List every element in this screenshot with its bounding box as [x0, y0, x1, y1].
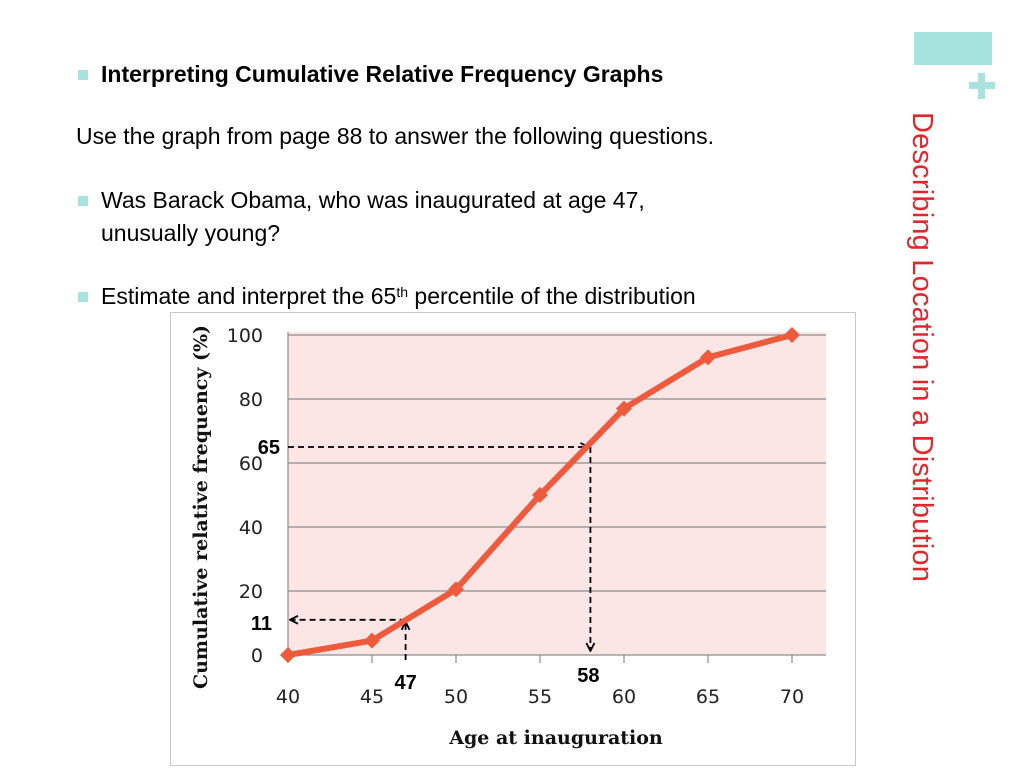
annotation-label: 11	[251, 613, 272, 635]
plot-area	[288, 332, 826, 655]
data-point	[784, 327, 800, 343]
accent-bar	[914, 32, 992, 65]
data-point	[616, 400, 632, 417]
y-tick-label: 80	[239, 389, 263, 411]
plus-icon	[969, 73, 995, 99]
y-tick-label: 60	[239, 453, 263, 475]
data-point	[364, 632, 380, 649]
square-bullet-icon	[78, 292, 88, 302]
y-tick-label: 0	[251, 645, 263, 667]
y-tick-label: 20	[239, 581, 263, 603]
x-tick-label: 40	[276, 686, 300, 708]
bullet-obama-line2: unusually young?	[101, 220, 281, 246]
intro-text: Use the graph from page 88 to answer the…	[76, 123, 714, 149]
bullet-percentile-text: Estimate and interpret the 65	[101, 283, 397, 309]
annotation-label: 58	[577, 665, 599, 687]
x-tick-label: 55	[528, 686, 552, 708]
x-tick-label: 45	[360, 686, 384, 708]
data-point	[532, 487, 548, 503]
bullet-percentile-superscript: th	[396, 284, 409, 300]
data-point	[700, 349, 716, 366]
y-tick-label: 40	[239, 517, 263, 539]
x-tick-label: 65	[696, 686, 720, 708]
y-axis-title: Cumulative relative frequency (%)	[190, 325, 212, 689]
x-tick-label: 70	[780, 686, 804, 708]
slide-heading: Interpreting Cumulative Relative Frequen…	[101, 61, 664, 87]
bullet-percentile: Estimate and interpret the 65th percenti…	[101, 280, 696, 312]
y-tick-label: 100	[227, 325, 263, 347]
bullet-percentile-text-end: percentile of the distribution	[408, 283, 696, 309]
x-tick-label: 50	[444, 686, 468, 708]
data-point	[448, 581, 464, 598]
annotation-label: 47	[394, 672, 416, 694]
x-axis-title: Age at inauguration	[448, 727, 663, 749]
x-tick-label: 60	[612, 686, 636, 708]
annotation-label: 65	[258, 437, 280, 459]
square-bullet-icon	[78, 70, 88, 80]
bullet-obama-line1: Was Barack Obama, who was inaugurated at…	[101, 187, 645, 213]
square-bullet-icon	[78, 196, 88, 206]
data-point	[280, 647, 296, 663]
